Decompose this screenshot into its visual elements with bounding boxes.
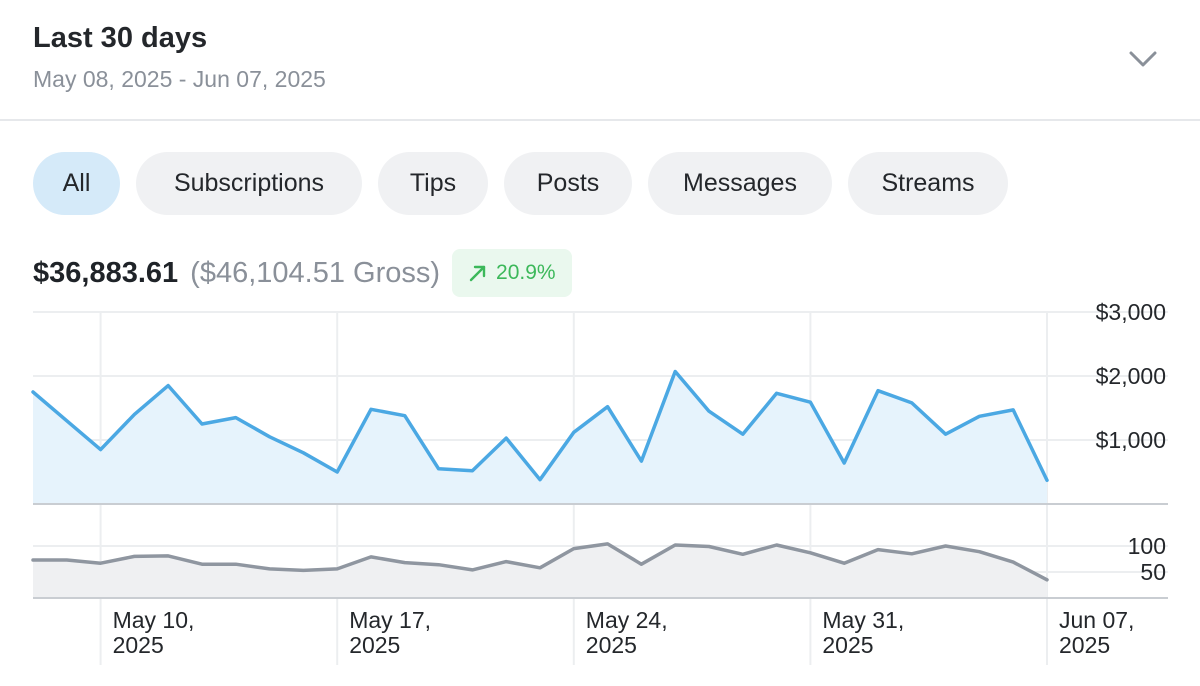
tab-tips[interactable]: Tips (378, 152, 488, 215)
gross-earnings: ($46,104.51 Gross) (190, 256, 441, 289)
date-range-text: May 08, 2025 - Jun 07, 2025 (33, 66, 326, 92)
earnings-y-tick-label-0: $1,000 (1096, 427, 1166, 453)
count-y-tick-label-0: 50 (1140, 559, 1166, 585)
tab-streams[interactable]: Streams (848, 152, 1008, 215)
chevron-down-icon[interactable] (1125, 44, 1161, 74)
arrow-up-right-icon (469, 265, 486, 282)
earnings-y-tick-label-2: $3,000 (1096, 300, 1166, 325)
count-y-tick-label-1: 100 (1128, 533, 1166, 559)
change-badge: 20.9% (452, 249, 572, 297)
earnings-summary: $36,883.61 ($46,104.51 Gross) 20.9% (33, 249, 572, 297)
count-series-line (31, 542, 1049, 582)
date-range-header[interactable]: Last 30 days May 08, 2025 - Jun 07, 2025 (0, 0, 1200, 121)
earnings-y-tick-label-1: $2,000 (1096, 363, 1166, 389)
net-earnings: $36,883.61 (33, 256, 179, 289)
earnings-series-line (31, 369, 1049, 483)
earnings-area-fill (33, 371, 1047, 504)
x-tick-label-0: May 10, (113, 607, 195, 633)
tab-posts[interactable]: Posts (504, 152, 632, 215)
x-tick-year-1: 2025 (349, 632, 400, 658)
x-tick-label-3: May 31, (822, 607, 904, 633)
category-tabs: All Subscriptions Tips Posts Messages St… (33, 152, 1008, 215)
x-tick-label-4: Jun 07, (1059, 607, 1134, 633)
x-tick-year-4: 2025 (1059, 632, 1110, 658)
period-title: Last 30 days (33, 22, 208, 54)
tab-all[interactable]: All (33, 152, 120, 215)
x-tick-label-2: May 24, (586, 607, 668, 633)
change-percent: 20.9% (496, 261, 556, 284)
count-area-fill (33, 543, 1047, 598)
x-tick-year-2: 2025 (586, 632, 637, 658)
tab-subscriptions[interactable]: Subscriptions (136, 152, 362, 215)
tab-messages[interactable]: Messages (648, 152, 832, 215)
x-tick-year-0: 2025 (113, 632, 164, 658)
x-tick-label-1: May 17, (349, 607, 431, 633)
x-tick-year-3: 2025 (822, 632, 873, 658)
